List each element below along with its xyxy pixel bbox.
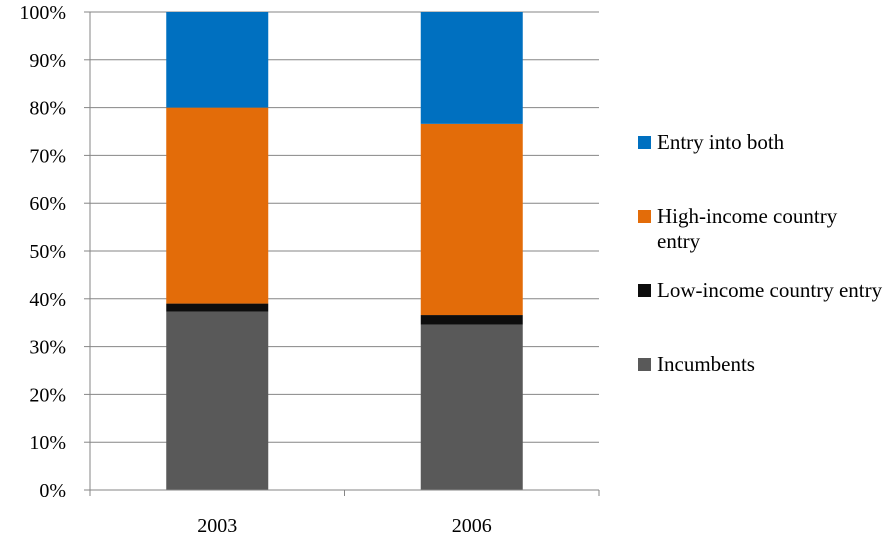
y-tick-label-7: 70%	[29, 145, 66, 167]
legend-item-high-income-country-entry: High-income country entry	[638, 204, 883, 254]
x-tick-labels: 2003 2006	[197, 515, 492, 536]
y-tick-label-6: 60%	[29, 193, 66, 215]
bar-entry-into-both-2003	[166, 12, 269, 108]
bar-high-income-country-entry-2003	[166, 107, 269, 304]
legend-item-incumbents: Incumbents	[638, 352, 883, 377]
legend-item-entry-into-both: Entry into both	[638, 130, 883, 155]
x-tick-label-2003: 2003	[197, 515, 237, 536]
bar-high-income-country-entry-2006	[420, 123, 523, 316]
legend-swatch-high-income-country-entry	[638, 210, 651, 223]
y-tick-label-0: 0%	[39, 480, 66, 502]
y-tick-label-2: 20%	[29, 384, 66, 406]
legend-label-high-income-country-entry: High-income country entry	[657, 204, 838, 253]
legend-swatch-low-income-country-entry	[638, 284, 651, 297]
y-tick-label-5: 50%	[29, 241, 66, 263]
y-tick-label-1: 10%	[29, 432, 66, 454]
bar-incumbents-2003	[166, 311, 269, 490]
y-tick-label-3: 30%	[29, 337, 66, 359]
y-tick-label-9: 90%	[29, 50, 66, 72]
legend-label-incumbents: Incumbents	[657, 352, 755, 376]
y-tick-label-10: 100%	[19, 2, 66, 24]
bar-incumbents-2006	[420, 324, 523, 490]
bar-entry-into-both-2006	[420, 12, 523, 124]
bar-low-income-country-entry-2003	[166, 303, 269, 312]
legend-label-entry-into-both: Entry into both	[657, 130, 785, 154]
bar-low-income-country-entry-2006	[420, 315, 523, 325]
y-tick-label-4: 40%	[29, 289, 66, 311]
axes	[84, 11, 600, 496]
legend-swatch-incumbents	[638, 358, 651, 371]
bars	[166, 12, 523, 490]
legend-swatch-entry-into-both	[638, 136, 651, 149]
y-tick-label-8: 80%	[29, 98, 66, 120]
legend-item-low-income-country-entry: Low-income country entry	[638, 278, 883, 303]
legend-label-low-income-country-entry: Low-income country entry	[657, 278, 883, 302]
x-tick-label-2006: 2006	[452, 515, 492, 536]
y-tick-labels: 0% 10% 20% 30% 40% 50% 60% 70% 80% 90% 100%	[19, 2, 66, 502]
